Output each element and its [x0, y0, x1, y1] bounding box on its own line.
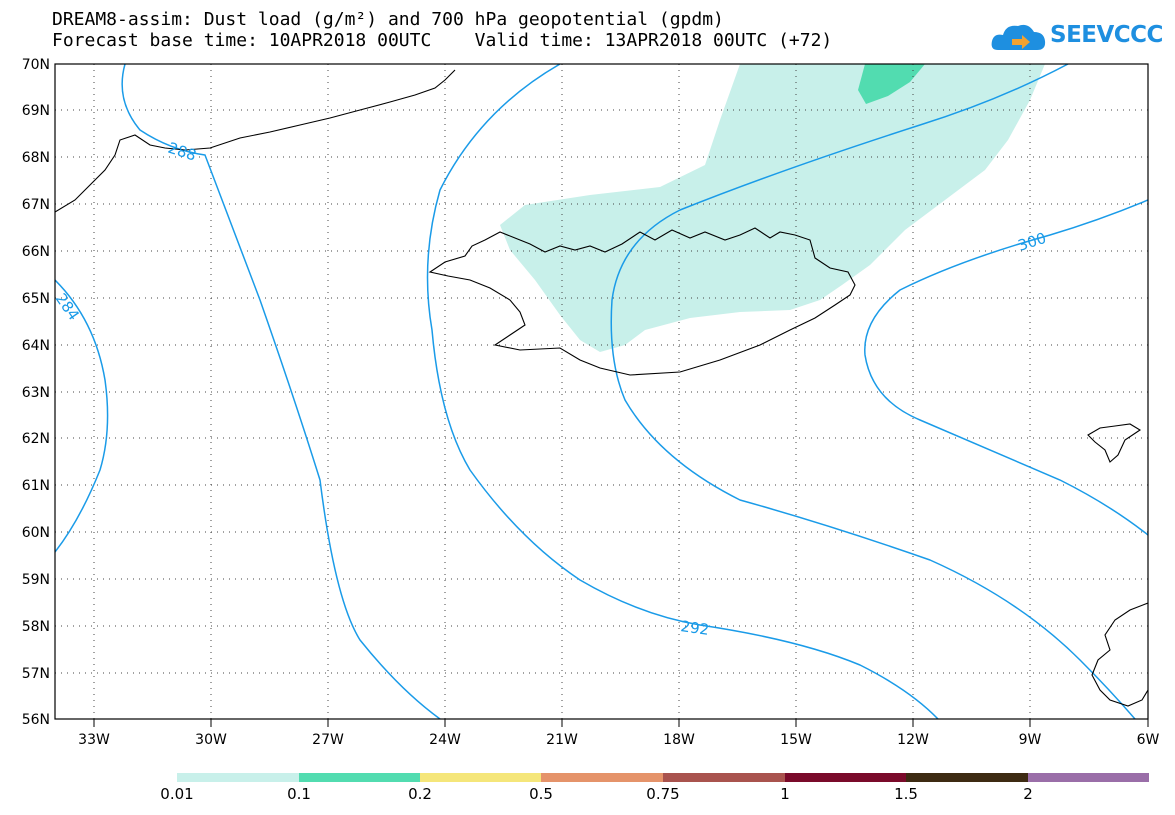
- dust-region-light: [500, 64, 1045, 352]
- colorbar-segment: [663, 773, 785, 782]
- lat-label: 67N: [22, 197, 50, 213]
- lat-label: 68N: [22, 150, 50, 166]
- iceland-coast: [428, 227, 856, 376]
- colorbar-label: 0.75: [646, 785, 680, 803]
- colorbar-segment: [299, 773, 420, 782]
- lat-label: 70N: [22, 57, 50, 73]
- faroe-coast: [1087, 423, 1142, 463]
- lon-label: 18W: [663, 732, 695, 748]
- contour-label-288: 288: [166, 139, 199, 165]
- lon-label: 9W: [1019, 732, 1042, 748]
- lat-label: 59N: [22, 572, 50, 588]
- lat-label: 57N: [22, 666, 50, 682]
- contour-296: [610, 64, 1136, 719]
- lon-label: 33W: [78, 732, 110, 748]
- geopotential-contours: [55, 64, 1148, 719]
- cloud-icon: [991, 24, 1046, 50]
- colorbar-label: 1.5: [894, 785, 918, 803]
- greenland-coast: [55, 69, 456, 213]
- contour-label-292: 292: [679, 617, 710, 639]
- map-title: DREAM8-assim: Dust load (g/m²) and 700 h…: [52, 9, 724, 30]
- lon-label: 6W: [1137, 732, 1160, 748]
- colorbar-segment: [541, 773, 663, 782]
- forecast-times: Forecast base time: 10APR2018 00UTC Vali…: [52, 30, 833, 51]
- lon-label: 21W: [546, 732, 578, 748]
- lon-label: 24W: [429, 732, 461, 748]
- colorbar-segment: [420, 773, 541, 782]
- lat-label: 69N: [22, 103, 50, 119]
- lat-label: 56N: [22, 712, 50, 728]
- contour-288: [121, 64, 441, 719]
- colorbar-label: 0.5: [529, 785, 553, 803]
- lat-label: 63N: [22, 385, 50, 401]
- contour-label-284: 284: [52, 290, 83, 324]
- colorbar-segment: [785, 773, 906, 782]
- lat-label: 58N: [22, 619, 50, 635]
- colorbar-label: 0.1: [287, 785, 311, 803]
- dust-region-medium: [858, 64, 925, 104]
- contour-284: [55, 279, 109, 553]
- lat-label: 61N: [22, 478, 50, 494]
- lat-label: 65N: [22, 291, 50, 307]
- colorbar-label: 2: [1023, 785, 1033, 803]
- lon-label: 12W: [897, 732, 929, 748]
- lat-label: 62N: [22, 431, 50, 447]
- colorbar-label: 0.01: [160, 785, 194, 803]
- colorbar-label: 1: [780, 785, 790, 803]
- lon-label: 30W: [195, 732, 227, 748]
- lat-label: 60N: [22, 525, 50, 541]
- scotland-coast: [1091, 602, 1148, 707]
- colorbar-segment: [906, 773, 1028, 782]
- coastlines: [55, 69, 1148, 707]
- colorbar-label: 0.2: [408, 785, 432, 803]
- colorbar-segment: [177, 773, 299, 782]
- logo-text: SEEVCCC: [1050, 22, 1163, 48]
- contour-label-300: 300: [1016, 229, 1049, 255]
- colorbar-segment: [1028, 773, 1149, 782]
- contour-292: [426, 64, 939, 719]
- lat-label: 66N: [22, 244, 50, 260]
- lat-label: 64N: [22, 338, 50, 354]
- contour-300: [864, 199, 1148, 536]
- map-frame: [54, 63, 1149, 720]
- lon-label: 27W: [312, 732, 344, 748]
- lon-label: 15W: [780, 732, 812, 748]
